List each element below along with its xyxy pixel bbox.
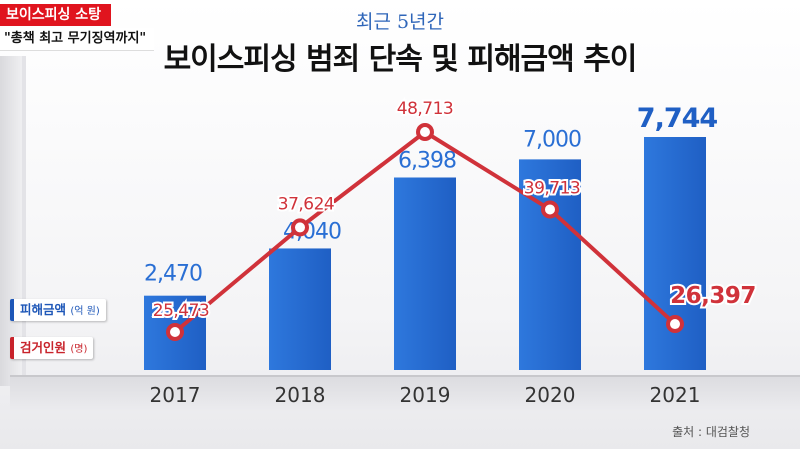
x-tick-label-2020: 2020: [525, 383, 576, 407]
arrests-value-label-2018: 37,624: [278, 194, 334, 214]
arrests-point-2018: [291, 218, 309, 237]
chart-baseline: [10, 375, 800, 377]
left-decoration-stripe: [22, 56, 26, 386]
arrests-value-label-2017: 25,473: [153, 301, 209, 321]
arrests-value-label-2019: 48,713: [397, 99, 453, 119]
legend-arrests-unit: (명): [70, 344, 88, 355]
arrests-value-label-2021: 26,397: [670, 283, 756, 309]
bar-2019: [394, 177, 456, 370]
legend-arrests-label: 검거인원: [20, 340, 67, 355]
arrests-point-2020: [541, 200, 559, 219]
bar-value-label-2021: 7,744: [637, 103, 718, 134]
legend-damage-label: 피해금액: [20, 302, 67, 317]
arrests-point-2017: [166, 323, 184, 341]
legend-damage-unit: (억 원): [70, 306, 100, 317]
x-tick-label-2018: 2018: [275, 383, 326, 407]
chart-title: 보이스피싱 범죄 단속 및 피해금액 추이: [163, 42, 638, 77]
bar-2018: [269, 248, 331, 370]
bar-2021: [644, 137, 706, 370]
news-tag: 보이스피싱 소탕: [0, 4, 112, 26]
arrests-point-2021: [666, 315, 684, 334]
source-note: 출처 : 대검찰청: [672, 425, 750, 439]
legend-damage: 피해금액 (억 원): [10, 299, 106, 321]
x-tick-label-2017: 2017: [150, 383, 201, 407]
x-tick-label-2021: 2021: [650, 383, 701, 407]
bar-value-label-2017: 2,470: [144, 262, 202, 287]
bar-value-label-2020: 7,000: [523, 127, 581, 152]
arrests-value-label-2020: 39,713: [524, 178, 580, 198]
chart-floor: [10, 376, 800, 412]
bar-value-label-2019: 6,398: [398, 148, 456, 173]
news-subtitle: "총책 최고 무기징역까지": [0, 28, 155, 51]
x-tick-label-2019: 2019: [400, 383, 451, 407]
chart-subtitle: 최근 5년간: [355, 11, 445, 33]
arrests-point-2019: [416, 123, 434, 141]
legend-arrests: 검거인원 (명): [10, 337, 94, 359]
